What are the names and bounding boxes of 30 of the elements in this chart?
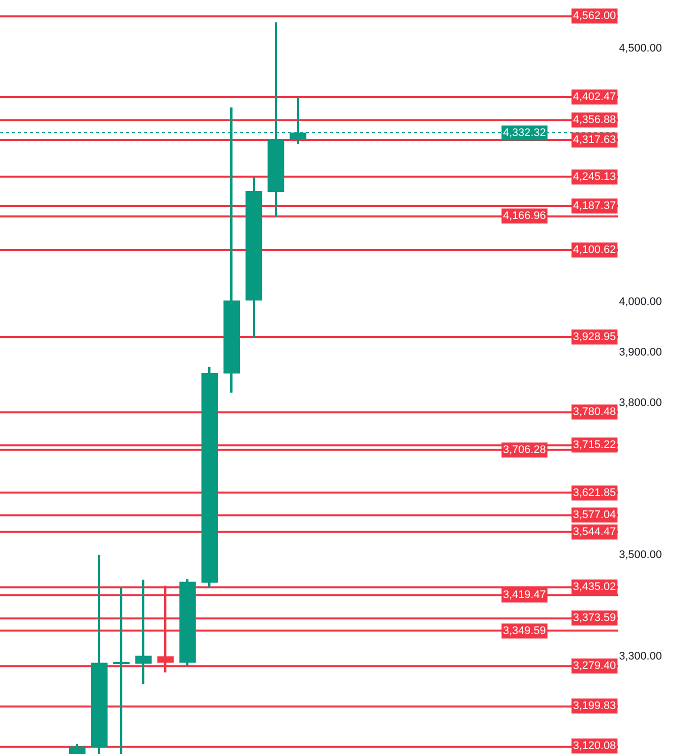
- ref-line-label: 3,419.47: [503, 589, 546, 601]
- ref-line-label: 4,332.32: [503, 127, 546, 139]
- ref-line-label: 4,356.88: [573, 114, 616, 126]
- ref-line-label: 3,199.83: [573, 700, 616, 712]
- ref-line-label: 3,435.02: [573, 581, 616, 593]
- ref-line-label: 3,780.48: [573, 406, 616, 418]
- ref-line-label: 4,562.00: [573, 10, 616, 22]
- ref-line-label: 3,349.59: [503, 625, 546, 637]
- candlestick: [113, 588, 130, 754]
- ref-line-label: 3,715.22: [573, 439, 616, 451]
- y-tick-label: 3,800.00: [619, 397, 662, 410]
- ref-line-label: 3,621.85: [573, 487, 616, 499]
- ref-line-label: 4,166.96: [503, 210, 546, 222]
- ref-line-label: 3,577.04: [573, 509, 616, 521]
- ref-line-label: 4,187.37: [573, 200, 616, 212]
- ref-line-label: 3,706.28: [503, 444, 546, 456]
- ref-line-label: 3,373.59: [573, 612, 616, 624]
- ref-line-label: 3,120.08: [573, 740, 616, 752]
- y-tick-label: 3,500.00: [619, 549, 662, 562]
- y-tick-label: 3,900.00: [619, 346, 662, 359]
- ref-line-label: 3,279.40: [573, 660, 616, 672]
- ref-line-label: 4,317.63: [573, 134, 616, 146]
- y-tick-label: 4,000.00: [619, 296, 662, 308]
- ref-line-label: 4,100.62: [573, 244, 616, 256]
- ref-line-label: 4,245.13: [573, 171, 616, 183]
- y-tick-label: 4,500.00: [619, 42, 662, 54]
- y-tick-label: 3,300.00: [619, 650, 662, 663]
- ref-line-label: 3,928.95: [573, 331, 616, 343]
- ref-line-label: 4,402.47: [573, 91, 616, 103]
- ref-line-label: 3,544.47: [573, 526, 616, 538]
